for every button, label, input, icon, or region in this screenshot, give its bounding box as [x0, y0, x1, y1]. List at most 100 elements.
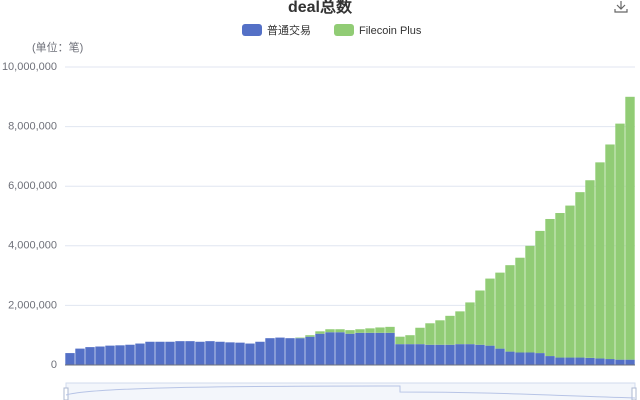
- bar: [445, 344, 455, 365]
- bar: [495, 348, 505, 365]
- bar: [605, 359, 615, 365]
- bar: [435, 320, 445, 345]
- chart-title: deal总数: [288, 0, 353, 16]
- y-tick-label: 0: [51, 359, 57, 371]
- bar: [485, 278, 495, 346]
- bar: [415, 327, 425, 345]
- legend-swatch: [334, 24, 354, 36]
- bar: [185, 341, 195, 365]
- bar: [405, 344, 415, 365]
- bar: [245, 343, 255, 365]
- bar: [585, 180, 595, 358]
- bar: [255, 341, 265, 365]
- bar: [455, 311, 465, 345]
- bar: [625, 96, 635, 360]
- bar: [355, 332, 365, 365]
- bar: [475, 290, 485, 345]
- bar: [385, 326, 395, 333]
- bar: [425, 344, 435, 365]
- bar: [405, 335, 415, 345]
- bar: [345, 333, 355, 365]
- bar: [535, 230, 545, 354]
- bar: [615, 123, 625, 360]
- bar: [495, 272, 505, 349]
- bar: [225, 342, 235, 365]
- bar: [395, 336, 405, 345]
- bar: [205, 341, 215, 365]
- bar: [595, 162, 605, 359]
- bar: [615, 359, 625, 365]
- bar: [295, 338, 305, 365]
- bar: [145, 341, 155, 365]
- bar: [475, 344, 485, 365]
- bar: [345, 330, 355, 334]
- bar: [425, 323, 435, 345]
- bar: [315, 331, 325, 334]
- bar: [385, 332, 395, 365]
- bar: [215, 341, 225, 365]
- bar: [335, 332, 345, 365]
- legend-swatch: [242, 24, 262, 36]
- y-tick-label: 4,000,000: [8, 240, 57, 252]
- bar: [465, 302, 475, 345]
- bar: [335, 329, 345, 333]
- bar: [515, 352, 525, 365]
- bar: [305, 335, 315, 337]
- bar: [565, 357, 575, 365]
- y-tick-label: 8,000,000: [8, 121, 57, 133]
- bar: [75, 348, 85, 365]
- bar: [305, 336, 315, 365]
- bar: [165, 341, 175, 365]
- y-tick-label: 10,000,000: [2, 61, 57, 73]
- bar: [235, 342, 245, 365]
- bar: [85, 347, 95, 365]
- bar: [555, 357, 565, 365]
- legend-label: 普通交易: [267, 23, 311, 37]
- bar: [325, 332, 335, 365]
- bar: [465, 344, 475, 365]
- bar: [625, 359, 635, 365]
- bar: [605, 144, 615, 360]
- bar: [375, 327, 385, 333]
- bar: [545, 356, 555, 365]
- bar: [485, 345, 495, 365]
- y-axis-label: (单位：笔): [32, 40, 83, 54]
- bar: [275, 337, 285, 365]
- bar: [505, 351, 515, 365]
- y-tick-label: 2,000,000: [8, 299, 57, 311]
- bar: [445, 315, 455, 345]
- bar: [555, 213, 565, 358]
- bar: [375, 332, 385, 365]
- bar: [315, 333, 325, 365]
- bar: [65, 353, 75, 365]
- bar: [395, 344, 405, 365]
- bar: [505, 265, 515, 352]
- zoom-slider[interactable]: [63, 382, 637, 400]
- bar: [565, 205, 575, 358]
- y-tick-label: 6,000,000: [8, 180, 57, 192]
- bar: [325, 329, 335, 333]
- bar: [175, 341, 185, 365]
- bar: [125, 344, 135, 365]
- bar: [265, 338, 275, 365]
- bar: [595, 358, 605, 365]
- bar: [115, 345, 125, 365]
- bar: [575, 357, 585, 365]
- bar: [135, 343, 145, 365]
- bar: [415, 344, 425, 365]
- bar: [455, 344, 465, 365]
- bar: [295, 337, 305, 339]
- bar: [365, 328, 375, 333]
- bar: [435, 344, 445, 365]
- bar: [95, 346, 105, 365]
- bar: [355, 329, 365, 333]
- bar: [285, 338, 295, 365]
- bar: [365, 332, 375, 365]
- bar: [525, 245, 535, 353]
- bar: [535, 353, 545, 365]
- legend-label: Filecoin Plus: [359, 25, 422, 37]
- download-icon[interactable]: [614, 1, 628, 13]
- bar: [575, 192, 585, 358]
- bar: [515, 257, 525, 353]
